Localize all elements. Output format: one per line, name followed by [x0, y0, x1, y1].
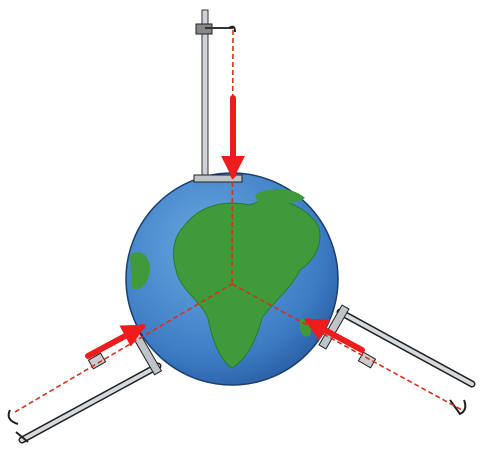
right-stand — [318, 304, 476, 416]
arrows — [85, 95, 365, 359]
plumb-lines — [14, 29, 463, 413]
left-stand — [7, 328, 163, 444]
